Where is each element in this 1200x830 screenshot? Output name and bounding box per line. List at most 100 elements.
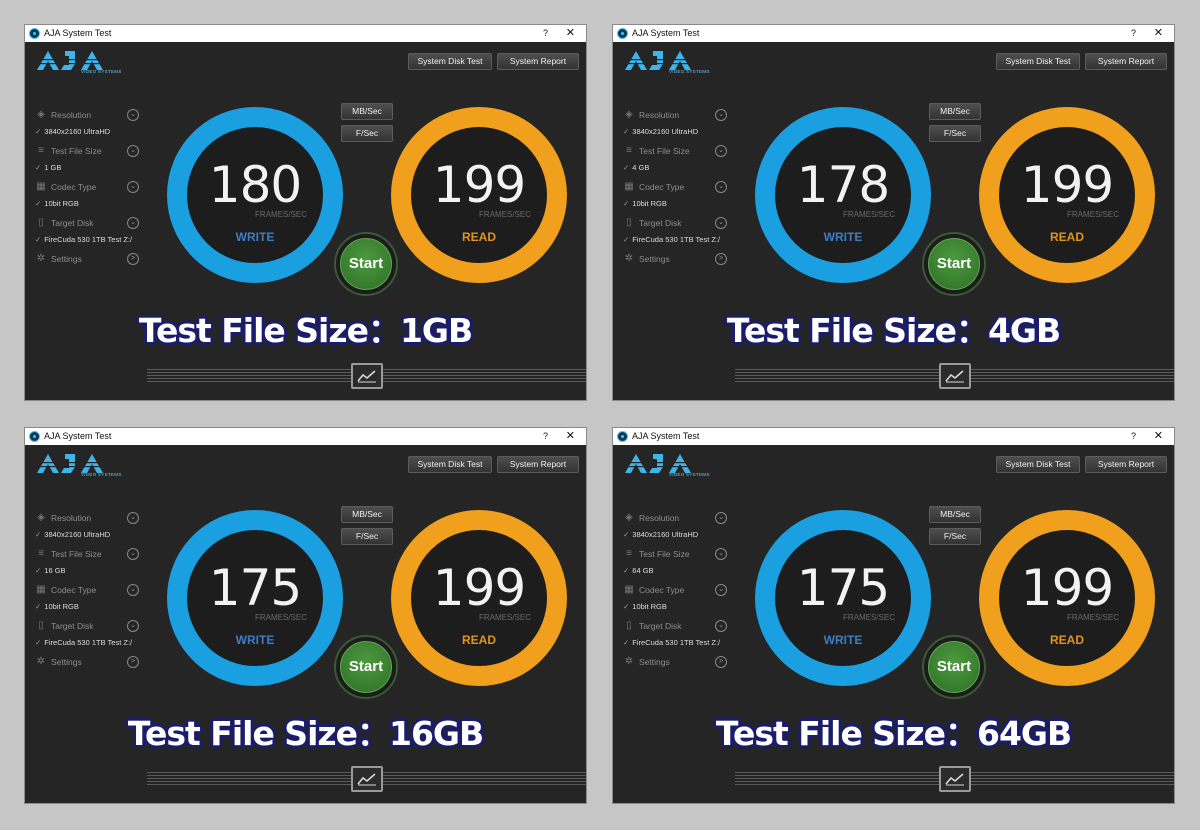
chevron-down-icon[interactable]: ⌄ (715, 109, 727, 121)
close-button[interactable]: ✕ (1153, 430, 1163, 442)
sidebar-item-codec-type[interactable]: ▦ Codec Type ⌄ (623, 582, 727, 598)
help-button[interactable]: ? (1130, 431, 1136, 441)
help-button[interactable]: ? (542, 28, 548, 38)
chevron-down-icon[interactable]: ⌄ (127, 145, 139, 157)
sidebar-selected-value: ✓ 4 GB (623, 162, 733, 174)
graph-button[interactable] (939, 766, 971, 792)
sidebar-item-test-file-size[interactable]: ≡ Test File Size ⌄ (35, 546, 139, 562)
write-unit: FRAMES/SEC (843, 210, 896, 219)
sidebar-item-codec-type[interactable]: ▦ Codec Type ⌄ (35, 179, 139, 195)
mb-sec-toggle[interactable]: MB/Sec (929, 103, 981, 120)
system-disk-test-button[interactable]: System Disk Test (408, 53, 492, 70)
app-icon (617, 431, 628, 442)
f-sec-toggle[interactable]: F/Sec (341, 528, 393, 545)
graph-button[interactable] (351, 766, 383, 792)
chevron-down-icon[interactable]: ⌄ (127, 217, 139, 229)
system-disk-test-button[interactable]: System Disk Test (408, 456, 492, 473)
mb-sec-toggle[interactable]: MB/Sec (341, 103, 393, 120)
sidebar-item-label: Target Disk (639, 218, 682, 228)
check-icon: ✓ (35, 199, 42, 208)
aja-window: AJA System Test ? ✕ VIDEO SYSTEMS ◈ Reso… (24, 427, 587, 804)
chevron-down-icon[interactable]: ⌄ (715, 620, 727, 632)
start-button[interactable]: Start (334, 635, 398, 699)
chevron-right-icon[interactable]: > (715, 656, 727, 668)
start-button[interactable]: Start (922, 232, 986, 296)
start-label[interactable]: Start (928, 238, 980, 290)
sidebar-item-target-disk[interactable]: ▯ Target Disk ⌄ (35, 215, 139, 231)
sidebar-selected-value: ✓ FireCuda 530 1TB Test Z:/ (623, 234, 733, 246)
help-button[interactable]: ? (1130, 28, 1136, 38)
chevron-right-icon[interactable]: > (715, 253, 727, 265)
close-button[interactable]: ✕ (565, 430, 575, 442)
sidebar-item-resolution[interactable]: ◈ Resolution ⌄ (623, 510, 727, 526)
chevron-down-icon[interactable]: ⌄ (127, 181, 139, 193)
write-unit: FRAMES/SEC (255, 210, 308, 219)
chevron-down-icon[interactable]: ⌄ (127, 548, 139, 560)
start-label[interactable]: Start (340, 238, 392, 290)
close-button[interactable]: ✕ (565, 27, 575, 39)
graph-icon (945, 370, 964, 383)
check-icon: ✓ (35, 127, 42, 136)
chevron-down-icon[interactable]: ⌄ (127, 109, 139, 121)
sidebar-item-label: Codec Type (51, 182, 97, 192)
sidebar-item-label: Target Disk (51, 218, 94, 228)
chevron-down-icon[interactable]: ⌄ (127, 512, 139, 524)
chevron-right-icon[interactable]: > (127, 253, 139, 265)
chevron-down-icon[interactable]: ⌄ (715, 181, 727, 193)
graph-button[interactable] (939, 363, 971, 389)
codec-icon: ▦ (36, 584, 46, 595)
system-report-button[interactable]: System Report (1085, 456, 1167, 473)
sidebar-item-resolution[interactable]: ◈ Resolution ⌄ (35, 107, 139, 123)
check-icon: ✓ (623, 638, 630, 647)
mb-sec-toggle[interactable]: MB/Sec (929, 506, 981, 523)
sidebar-item-label: Target Disk (51, 621, 94, 631)
caption-overlay: Test File Size：64GB (715, 714, 1072, 753)
sidebar-item-codec-type[interactable]: ▦ Codec Type ⌄ (35, 582, 139, 598)
close-button[interactable]: ✕ (1153, 27, 1163, 39)
sidebar-item-resolution[interactable]: ◈ Resolution ⌄ (623, 107, 727, 123)
sidebar-item-test-file-size[interactable]: ≡ Test File Size ⌄ (35, 143, 139, 159)
sidebar-item-target-disk[interactable]: ▯ Target Disk ⌄ (623, 215, 727, 231)
chevron-down-icon[interactable]: ⌄ (127, 584, 139, 596)
check-icon: ✓ (35, 602, 42, 611)
sidebar-item-settings[interactable]: ✲ Settings > (623, 654, 727, 670)
start-label[interactable]: Start (928, 641, 980, 693)
sidebar-item-settings[interactable]: ✲ Settings > (35, 251, 139, 267)
sidebar-item-test-file-size[interactable]: ≡ Test File Size ⌄ (623, 546, 727, 562)
chevron-down-icon[interactable]: ⌄ (715, 145, 727, 157)
sidebar-item-settings[interactable]: ✲ Settings > (623, 251, 727, 267)
gear-icon: ✲ (36, 656, 46, 667)
chevron-down-icon[interactable]: ⌄ (715, 548, 727, 560)
chevron-right-icon[interactable]: > (127, 656, 139, 668)
system-report-button[interactable]: System Report (1085, 53, 1167, 70)
sidebar-item-codec-type[interactable]: ▦ Codec Type ⌄ (623, 179, 727, 195)
f-sec-toggle[interactable]: F/Sec (341, 125, 393, 142)
help-button[interactable]: ? (542, 431, 548, 441)
chevron-down-icon[interactable]: ⌄ (715, 584, 727, 596)
system-report-button[interactable]: System Report (497, 456, 579, 473)
sidebar-value-text: 16 GB (44, 566, 66, 575)
graph-button[interactable] (351, 363, 383, 389)
start-button[interactable]: Start (334, 232, 398, 296)
mb-sec-toggle[interactable]: MB/Sec (341, 506, 393, 523)
system-report-button[interactable]: System Report (497, 53, 579, 70)
start-label[interactable]: Start (340, 641, 392, 693)
sidebar-item-test-file-size[interactable]: ≡ Test File Size ⌄ (623, 143, 727, 159)
sidebar-selected-value: ✓ 3840x2160 UltraHD (35, 529, 145, 541)
chevron-down-icon[interactable]: ⌄ (715, 512, 727, 524)
sidebar-item-target-disk[interactable]: ▯ Target Disk ⌄ (623, 618, 727, 634)
gear-icon: ✲ (624, 656, 634, 667)
system-disk-test-button[interactable]: System Disk Test (996, 53, 1080, 70)
chevron-down-icon[interactable]: ⌄ (715, 217, 727, 229)
f-sec-toggle[interactable]: F/Sec (929, 125, 981, 142)
sidebar-item-resolution[interactable]: ◈ Resolution ⌄ (35, 510, 139, 526)
system-disk-test-button[interactable]: System Disk Test (996, 456, 1080, 473)
start-button[interactable]: Start (922, 635, 986, 699)
sidebar-item-label: Resolution (51, 110, 92, 120)
graph-icon (357, 773, 376, 786)
chevron-down-icon[interactable]: ⌄ (127, 620, 139, 632)
f-sec-toggle[interactable]: F/Sec (929, 528, 981, 545)
aja-window: AJA System Test ? ✕ VIDEO SYSTEMS ◈ Reso… (612, 427, 1175, 804)
sidebar-item-target-disk[interactable]: ▯ Target Disk ⌄ (35, 618, 139, 634)
sidebar-item-settings[interactable]: ✲ Settings > (35, 654, 139, 670)
